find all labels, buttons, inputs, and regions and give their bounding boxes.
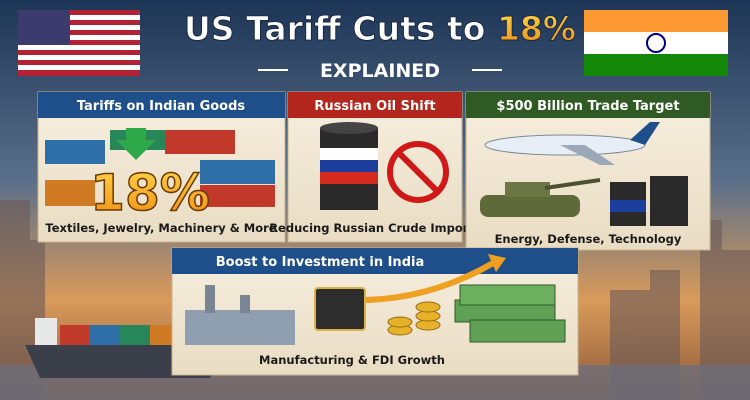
growth-arrow-head — [488, 254, 506, 272]
tank — [480, 178, 601, 217]
containers — [45, 130, 275, 207]
panel-tariffs: Tariffs on Indian Goods 18% Textiles, Je… — [37, 91, 286, 243]
panel-caption: Textiles, Jewelry, Machinery & More — [45, 221, 276, 235]
us-flag — [18, 10, 140, 76]
factory — [185, 285, 295, 345]
panel-caption: Energy, Defense, Technology — [495, 232, 682, 246]
down-arrow — [116, 128, 156, 160]
chip — [314, 287, 366, 331]
coins — [387, 301, 441, 336]
subtitle: EXPLAINED — [320, 60, 440, 82]
panel-header-text: Tariffs on Indian Goods — [77, 99, 246, 114]
airplane — [484, 122, 660, 165]
panel-header — [172, 248, 578, 274]
oil-barrel — [320, 122, 378, 210]
barrels — [610, 176, 688, 226]
no-symbol — [387, 141, 449, 203]
panel-header-text: Russian Oil Shift — [314, 99, 435, 114]
panel-header — [288, 92, 462, 118]
big-figure: 18% — [90, 164, 210, 222]
cash — [454, 284, 566, 343]
growth-arrow — [359, 259, 497, 303]
panel-header — [38, 92, 285, 118]
title-text: US Tariff Cuts to — [184, 9, 485, 48]
panel-header — [466, 92, 710, 118]
panel-caption: Manufacturing & FDI Growth — [259, 353, 445, 367]
panel-trade: $500 Billion Trade Target Energy, Defens… — [465, 91, 711, 251]
title-highlight: 18% — [497, 9, 576, 48]
panel-investment: Boost to Investment in India Manufacturi… — [171, 247, 579, 376]
panel-header-text: $500 Billion Trade Target — [496, 99, 679, 114]
title: US Tariff Cuts to 18% — [184, 9, 576, 48]
panel-header-text: Boost to Investment in India — [216, 255, 424, 270]
india-flag — [584, 10, 728, 76]
panel-caption: Reducing Russian Crude Imports — [269, 221, 481, 235]
panel-oil: Russian Oil Shift Reducing Russian Crude… — [269, 91, 481, 243]
